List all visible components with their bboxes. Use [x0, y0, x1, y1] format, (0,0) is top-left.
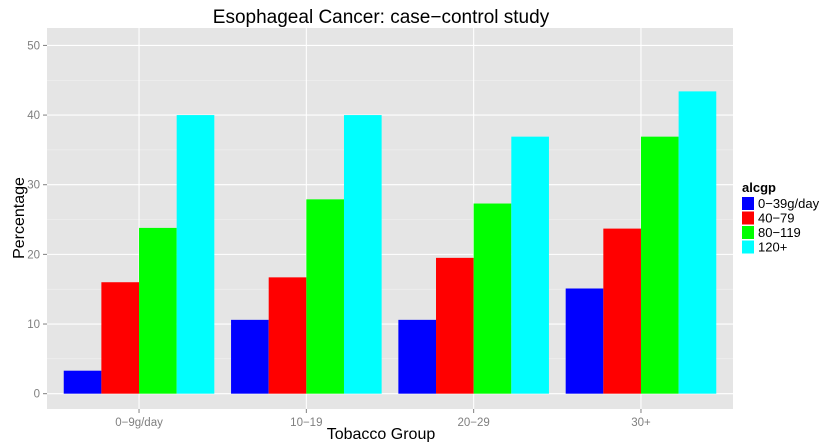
bar	[565, 288, 604, 394]
legend-label: 80−119	[758, 225, 801, 240]
y-axis-ticks: 0 10 20 30 40 50	[27, 40, 47, 401]
bar	[306, 199, 344, 394]
chart-title: Esophageal Cancer: case−control study	[213, 7, 550, 28]
legend-swatch	[742, 211, 754, 225]
legend-swatch	[742, 240, 754, 254]
bar	[436, 257, 474, 394]
y-tick-label: 0	[34, 389, 40, 401]
bar	[63, 370, 102, 394]
bar	[511, 136, 549, 394]
y-axis-title: Percentage	[11, 177, 28, 259]
bar	[343, 115, 382, 394]
y-tick-label: 30	[27, 180, 40, 192]
y-tick-label: 10	[27, 319, 40, 331]
x-tick-label: 0−9g/day	[115, 417, 163, 429]
bar	[473, 203, 512, 394]
bars	[63, 91, 717, 394]
legend-swatch	[742, 197, 754, 210]
y-tick-label: 20	[27, 249, 40, 261]
legend-label: 120+	[758, 240, 787, 255]
bar	[176, 115, 215, 394]
x-tick-label: 20−29	[458, 417, 490, 429]
y-tick-label: 40	[27, 110, 40, 122]
legend-label: 40−79	[758, 211, 795, 226]
legend-swatch	[742, 226, 754, 239]
x-tick-label: 10−19	[290, 417, 322, 429]
bar	[101, 282, 140, 394]
bar	[398, 319, 437, 394]
bar	[231, 319, 269, 394]
legend-title: alcgp	[742, 180, 776, 195]
y-tick-label: 50	[27, 40, 40, 52]
bar	[678, 91, 717, 394]
x-axis-title: Tobacco Group	[327, 426, 436, 442]
x-tick-label: 30+	[631, 417, 651, 429]
bar	[139, 227, 177, 394]
legend-label: 0−39g/day	[758, 196, 820, 211]
bar	[268, 277, 307, 394]
bar	[603, 228, 641, 394]
bar	[640, 136, 679, 394]
x-axis-ticks: 0−9g/day 10−19 20−29 30+	[115, 409, 651, 429]
